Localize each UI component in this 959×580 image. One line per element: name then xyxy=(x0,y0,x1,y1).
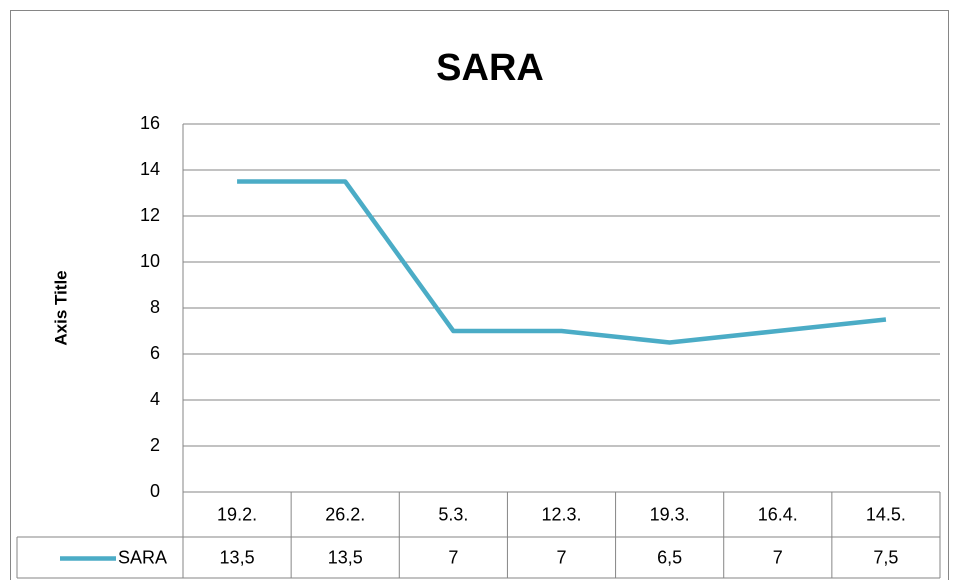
x-tick-label: 26.2. xyxy=(325,504,365,524)
legend-label: SARA xyxy=(118,547,167,567)
table-value: 7 xyxy=(773,547,783,567)
x-tick-label: 14.5. xyxy=(866,504,906,524)
y-tick-label: 8 xyxy=(150,297,160,317)
table-value: 7,5 xyxy=(873,547,898,567)
table-value: 7 xyxy=(448,547,458,567)
y-tick-label: 12 xyxy=(140,205,160,225)
y-tick-label: 16 xyxy=(140,113,160,133)
y-tick-label: 14 xyxy=(140,159,160,179)
table-value: 13,5 xyxy=(220,547,255,567)
series-line xyxy=(237,179,887,345)
y-tick-label: 6 xyxy=(150,343,160,363)
y-tick-label: 0 xyxy=(150,481,160,501)
x-tick-label: 19.3. xyxy=(650,504,690,524)
y-tick-label: 2 xyxy=(150,435,160,455)
chart-border xyxy=(10,10,949,580)
chart-title: SARA xyxy=(436,47,544,89)
x-tick-label: 19.2. xyxy=(217,504,257,524)
table-value: 6,5 xyxy=(657,547,682,567)
x-tick-label: 12.3. xyxy=(541,504,581,524)
y-axis-label: Axis Title xyxy=(51,270,70,345)
table-value: 7 xyxy=(556,547,566,567)
y-tick-label: 4 xyxy=(150,389,160,409)
table-value: 13,5 xyxy=(328,547,363,567)
x-tick-label: 16.4. xyxy=(758,504,798,524)
x-tick-label: 5.3. xyxy=(438,504,468,524)
y-tick-label: 10 xyxy=(140,251,160,271)
